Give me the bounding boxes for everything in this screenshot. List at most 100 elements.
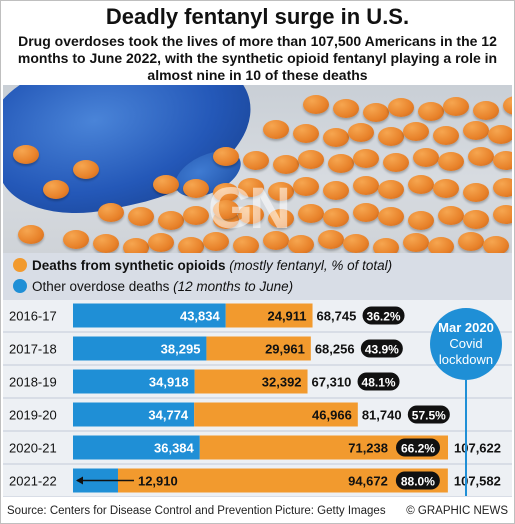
bar-other [73, 402, 195, 427]
total-label: 68,745 [317, 309, 357, 324]
value-label-synthetic: 24,911 [267, 309, 306, 324]
pill [123, 238, 149, 253]
category-label: 2018-19 [9, 375, 57, 390]
value-label-other: 12,910 [138, 474, 178, 489]
pill [403, 233, 429, 252]
pill [408, 175, 434, 194]
legend-swatch-other [13, 279, 27, 293]
pill [13, 145, 39, 164]
share-label: 36.2% [367, 310, 401, 324]
pill [363, 103, 389, 122]
pill [463, 183, 489, 202]
pill [213, 147, 239, 166]
pill [148, 233, 174, 252]
stacked-bar-chart: 2016-17 43,834 24,911 68,745 36.2% 2017-18 38,… [3, 300, 512, 496]
total-label: 107,622 [454, 441, 501, 456]
pill [203, 232, 229, 251]
category-label: 2021-22 [9, 474, 57, 489]
callout-line2: Covid [449, 336, 483, 351]
pill [293, 124, 319, 143]
arrow-head [76, 476, 83, 485]
pill [98, 203, 124, 222]
share-label: 43.9% [365, 343, 399, 357]
pill [298, 204, 324, 223]
value-label-synthetic: 94,672 [348, 474, 388, 489]
total-label: 68,256 [315, 342, 355, 357]
share-badge [362, 306, 405, 325]
bar-other [73, 435, 200, 460]
legend-swatch-synthetic [13, 258, 27, 272]
legend-item-synthetic: Deaths from synthetic opioids (mostly fe… [13, 258, 392, 273]
watermark-logo: GN [208, 176, 291, 241]
lockdown-marker-line [465, 380, 467, 496]
page-title: Deadly fentanyl surge in U.S. [105, 4, 410, 29]
pill [333, 99, 359, 118]
share-label: 88.0% [401, 475, 435, 489]
pill [263, 120, 289, 139]
pill [323, 181, 349, 200]
pill [433, 179, 459, 198]
pill [318, 230, 344, 249]
pill [298, 150, 324, 169]
pill [353, 203, 379, 222]
share-label: 48.1% [362, 376, 396, 390]
pill [323, 208, 349, 227]
category-label: 2019-20 [9, 408, 57, 423]
value-label-synthetic: 71,238 [348, 441, 388, 456]
value-label-synthetic: 32,392 [262, 375, 302, 390]
value-label-other: 38,295 [161, 342, 201, 357]
legend-item-other: Other overdose deaths (12 months to June… [13, 279, 293, 294]
bar-synthetic [194, 369, 308, 394]
pill [153, 175, 179, 194]
pill [483, 236, 509, 253]
share-badge [360, 339, 403, 358]
bar-synthetic [225, 303, 313, 328]
pill [463, 121, 489, 140]
pill [158, 211, 184, 230]
pill [458, 232, 484, 251]
pill [63, 230, 89, 249]
source-credit: Source: Centers for Disease Control and … [7, 505, 273, 517]
legend-label-synthetic: Deaths from synthetic opioids [32, 258, 226, 273]
pill [43, 180, 69, 199]
value-label-other: 34,918 [149, 375, 189, 390]
page-subtitle: Drug overdoses took the lives of more th… [17, 33, 498, 83]
legend-label-other: Other overdose deaths [32, 279, 170, 294]
bar-synthetic [194, 402, 358, 427]
pill [438, 152, 464, 171]
pill [73, 160, 99, 179]
pill [233, 236, 259, 253]
pill [128, 207, 154, 226]
picture-credit: Picture: Getty Images [275, 505, 386, 517]
pill [328, 154, 354, 173]
pill [473, 101, 499, 120]
pill [388, 98, 414, 117]
callout-line3: lockdown [438, 352, 494, 367]
pill [263, 231, 289, 250]
pill [303, 95, 329, 114]
category-label: 2020-21 [9, 441, 57, 456]
legend: Deaths from synthetic opioids (mostly fe… [3, 253, 512, 299]
pill [348, 123, 374, 142]
pill [418, 102, 444, 121]
bar-other [73, 336, 207, 361]
share-label: 57.5% [412, 409, 446, 423]
fentanyl-pills-photo: GN [3, 85, 512, 253]
pill [273, 155, 299, 174]
legend-note-synthetic: (mostly fentanyl, % of total) [229, 258, 393, 273]
footer: Source: Centers for Disease Control and … [3, 500, 512, 522]
pill [373, 238, 399, 253]
share-label: 66.2% [401, 442, 435, 456]
pill [493, 178, 512, 197]
category-label: 2017-18 [9, 342, 57, 357]
value-label-other: 36,384 [154, 441, 195, 456]
pill [378, 127, 404, 146]
pill [438, 206, 464, 225]
covid-lockdown-callout: Mar 2020 Covid lockdown [430, 308, 502, 380]
value-label-other: 43,834 [180, 309, 221, 324]
bar-other [73, 369, 195, 394]
copyright: © GRAPHIC NEWS [406, 505, 508, 517]
pill [268, 182, 294, 201]
pill [323, 128, 349, 147]
pill [213, 200, 239, 219]
